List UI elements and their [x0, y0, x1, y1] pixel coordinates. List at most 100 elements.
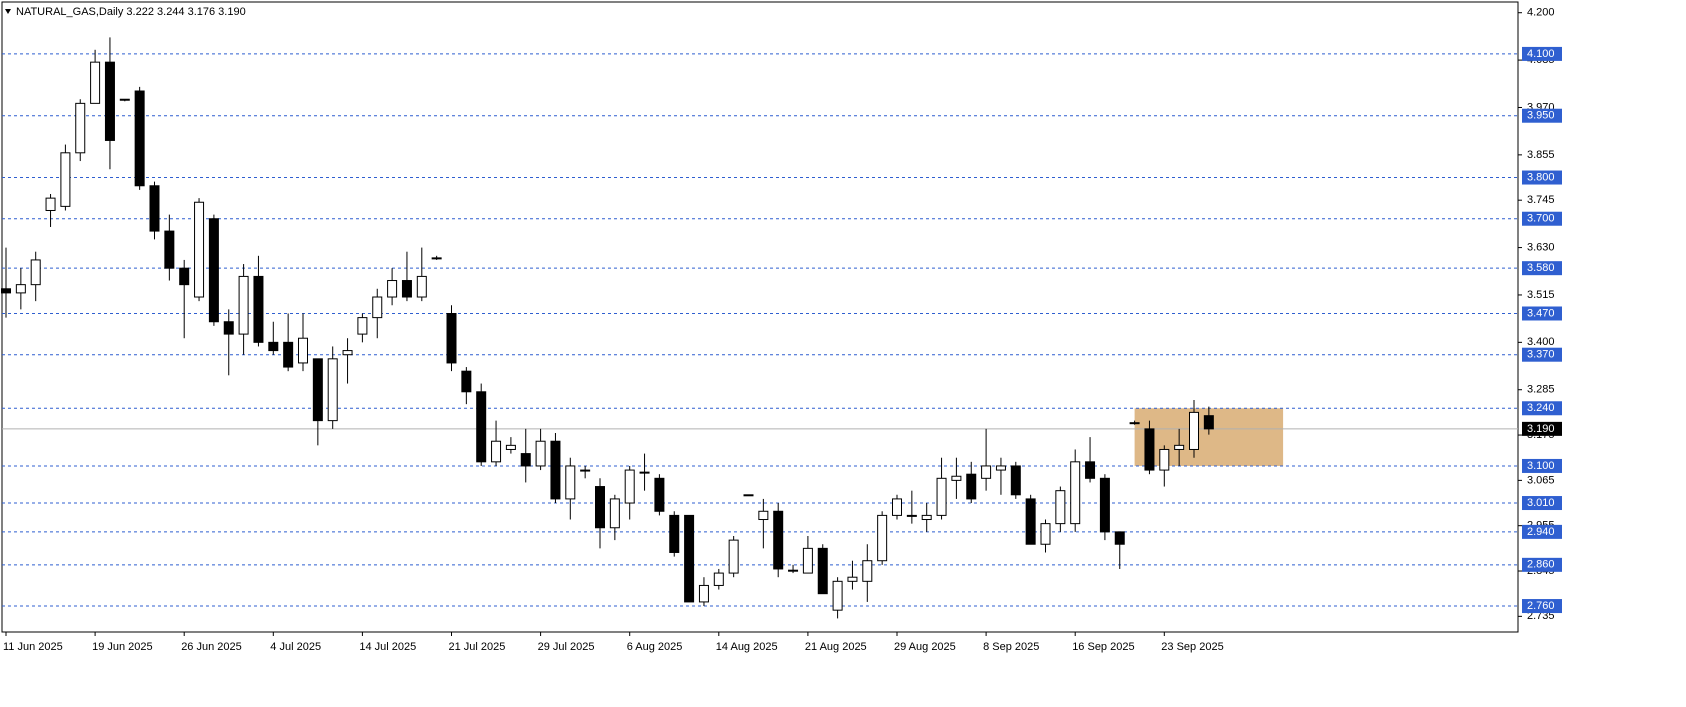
- candle-body: [832, 580, 843, 611]
- level-label: 2.860: [1527, 559, 1555, 571]
- candle-body: [119, 98, 130, 101]
- candle-body: [312, 358, 323, 422]
- x-tick-label: 16 Sep 2025: [1072, 641, 1134, 653]
- y-tick-label: 3.630: [1527, 241, 1555, 253]
- candle-body: [936, 477, 947, 516]
- y-tick-label: 3.515: [1527, 289, 1555, 301]
- candle-body: [357, 317, 368, 335]
- candle-body: [30, 259, 41, 286]
- candle-body: [1070, 461, 1081, 525]
- candle-body: [1159, 448, 1170, 471]
- y-tick-label: 3.745: [1527, 194, 1555, 206]
- candle-body: [446, 312, 457, 364]
- x-tick-label: 29 Aug 2025: [894, 641, 956, 653]
- candle-body: [892, 498, 902, 516]
- y-tick-label: 4.200: [1527, 7, 1555, 19]
- candle-body: [609, 498, 620, 529]
- candle-body: [565, 465, 576, 500]
- x-tick-label: 11 Jun 2025: [3, 641, 63, 653]
- level-label: 3.100: [1527, 460, 1555, 472]
- y-tick-label: 3.400: [1527, 336, 1555, 348]
- x-tick-label: 23 Sep 2025: [1161, 641, 1223, 653]
- candle-body: [1174, 444, 1185, 450]
- candle-body: [995, 465, 1006, 471]
- candle-body: [223, 321, 234, 335]
- candle-body: [877, 514, 888, 562]
- y-tick-label: 2.735: [1527, 610, 1555, 622]
- candle-body: [283, 341, 294, 368]
- level-label: 3.470: [1527, 307, 1555, 319]
- candle-body: [372, 296, 383, 319]
- candle-body: [238, 275, 249, 335]
- level-label-box: [1522, 524, 1562, 539]
- level-label: 3.800: [1527, 171, 1555, 183]
- candle-body: [773, 510, 784, 570]
- candle-body: [1203, 415, 1214, 430]
- candle-body: [461, 370, 472, 393]
- candle-body: [847, 576, 858, 582]
- candle-body: [491, 440, 502, 463]
- candle-body: [179, 267, 190, 286]
- candle-body: [134, 90, 145, 187]
- candle-body: [743, 494, 754, 497]
- y-tick-label: 3.285: [1527, 384, 1555, 396]
- x-tick-label: 26 Jun 2025: [181, 641, 242, 653]
- candle-body: [713, 572, 724, 586]
- candle-body: [669, 514, 680, 553]
- y-tick-label: 3.065: [1527, 474, 1555, 486]
- level-label-box: [1522, 46, 1562, 61]
- level-label: 3.240: [1527, 402, 1555, 414]
- candle-body: [684, 514, 695, 603]
- candle-body: [75, 102, 86, 154]
- level-label: 2.760: [1527, 600, 1555, 612]
- candle-body: [1114, 531, 1125, 545]
- candle-body: [624, 469, 635, 504]
- candle-body: [164, 230, 175, 269]
- x-tick-label: 29 Jul 2025: [538, 641, 595, 653]
- x-tick-label: 14 Jul 2025: [359, 641, 416, 653]
- candle-body: [921, 514, 932, 521]
- candle-body: [401, 280, 412, 298]
- candle-body: [1010, 465, 1021, 496]
- y-tick-label: 3.855: [1527, 149, 1555, 161]
- level-label-box: [1522, 261, 1562, 276]
- level-label: 3.700: [1527, 213, 1555, 225]
- candle-body: [342, 350, 353, 356]
- candle-body: [268, 341, 279, 352]
- candle-body: [520, 453, 531, 467]
- x-tick-label: 14 Aug 2025: [716, 641, 778, 653]
- x-tick-label: 21 Jul 2025: [449, 641, 506, 653]
- candle-body: [194, 201, 205, 298]
- candle-body: [654, 477, 665, 512]
- candle-body: [505, 444, 516, 450]
- level-label-box: [1522, 401, 1562, 416]
- candle-body: [253, 275, 264, 343]
- level-label-box: [1522, 108, 1562, 123]
- level-label: 3.010: [1527, 497, 1555, 509]
- candle-body: [90, 61, 101, 104]
- level-label-box: [1522, 347, 1562, 362]
- candle-body: [387, 280, 398, 298]
- last-price-box: [1522, 421, 1562, 436]
- candle-body: [788, 569, 799, 572]
- candle-body: [1129, 422, 1140, 425]
- level-label: 3.950: [1527, 110, 1555, 122]
- candle-body: [15, 284, 26, 294]
- candle-body: [1055, 490, 1066, 525]
- candle-body: [1025, 498, 1036, 545]
- candle-body: [1099, 477, 1110, 533]
- candle-body: [327, 358, 338, 422]
- level-label-box: [1522, 599, 1562, 614]
- candle-body: [104, 61, 115, 141]
- candle-body: [1, 288, 11, 294]
- candle-body: [1144, 428, 1155, 471]
- candle-body: [149, 185, 160, 232]
- candle-body: [862, 560, 873, 582]
- candle-body: [698, 584, 709, 603]
- candle-body: [639, 471, 650, 474]
- level-label-box: [1522, 170, 1562, 185]
- level-label-box: [1522, 458, 1562, 473]
- menu-triangle: [5, 9, 11, 14]
- candle-body: [431, 257, 442, 260]
